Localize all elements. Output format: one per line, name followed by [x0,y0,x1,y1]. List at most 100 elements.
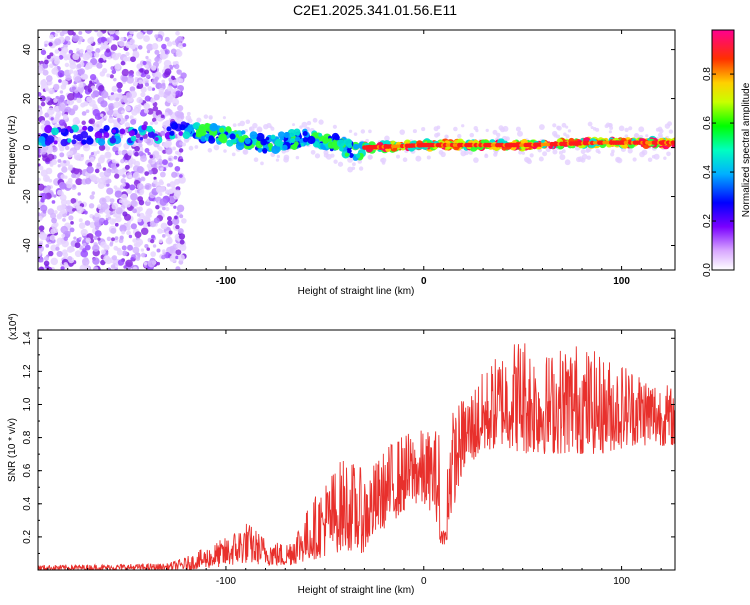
spectrogram-noise-point [38,66,43,75]
spectrogram-noise-point [51,159,58,166]
spectrogram-noise-point [49,235,56,241]
spectrogram-haze-point [249,126,255,132]
spectrogram-haze-point [651,154,656,159]
spectrogram-panel: -100 0 100 -40 -20 0 20 40 Height of straight l… [7,29,676,297]
spectrogram-noise-point [78,30,83,35]
spectrogram-haze-point [209,116,213,120]
spectrogram-noise-point [128,234,133,239]
spectrogram-noise-point [162,206,166,211]
spectrogram-noise-point [137,196,144,202]
spectrogram-noise-point [71,34,80,42]
spectrogram-signal-point [283,131,290,139]
spectrogram-noise-point [162,82,166,87]
spectrogram-noise-point [171,79,179,86]
spectrogram-noise-point [72,53,80,61]
spectrogram-noise-point [142,215,151,223]
spectrogram-haze-point [647,157,653,162]
spectrogram-noise-point [38,214,43,222]
spectrogram-noise-point [167,216,172,222]
spectrogram-noise-point [172,217,180,225]
spectrogram-noise-point [60,174,66,180]
spectrogram-noise-point [38,212,41,217]
spectrogram-noise-point [108,30,116,35]
spectrogram-noise-point [169,245,175,252]
spectrogram-noise-point [110,264,116,269]
spectrogram-noise-point [140,155,147,162]
spectrogram-signal-point [219,133,227,141]
spectrogram-noise-point [111,53,120,61]
spectrogram-haze-point [357,159,363,164]
spectrogram-haze-point [496,132,501,138]
spectrogram-noise-point [125,41,132,49]
spectrogram-noise-point [175,224,180,230]
spectrogram-haze-point [628,126,633,131]
spectrogram-noise-point [140,227,149,235]
spectrogram-noise-point [116,82,123,89]
spectrogram-noise-point [102,167,107,171]
spectrogram-haze-point [610,152,615,157]
spectrogram-haze-point [239,120,246,127]
spectrogram-noise-point [167,220,173,226]
spectrogram-noise-point [161,43,167,50]
spectrogram-noise-point [150,121,154,126]
snr-ytick-label: 0.4 [22,496,33,510]
spectrogram-noise-point [55,113,61,119]
spectrogram-haze-point [368,154,373,160]
spectrogram-haze-point [493,152,498,157]
spectrogram-frame [37,29,676,271]
spectrogram-haze-point [587,121,593,127]
spectrogram-noise-point [159,52,168,60]
spectrogram-noise-point [122,174,126,178]
spectrogram-noise-point [174,178,181,185]
spectrogram-noise-point [103,115,108,119]
spectrogram-noise-point [136,166,144,174]
snr-ytick-label: 0.2 [22,530,33,544]
spectrogram-noise-point [65,205,73,213]
spectrogram-noise-point [64,62,70,68]
spectrogram-haze-point [337,161,344,167]
spectrogram-noise-point [125,92,132,99]
spectrogram-haze-point [257,127,263,133]
spectrogram-haze-point [633,133,640,139]
spectrogram-noise-point [50,212,57,219]
spectrogram-noise-point [161,50,166,55]
spectrogram-signal-point [322,137,329,144]
spectrogram-noise-point [158,158,163,163]
spectrogram-noise-point [52,118,58,124]
spectrogram-marks [38,30,675,270]
spectrogram-noise-point [85,64,90,69]
spectrogram-noise-point [148,159,153,164]
spectrogram-noise-point [100,100,108,108]
spectrogram-noise-point [38,177,41,182]
spectrogram-noise-point [155,204,160,210]
spectrogram-noise-point [151,117,157,123]
spectrogram-haze-point [358,166,364,171]
spectrogram-signal-point [318,132,323,137]
spectrogram-haze-point [301,121,308,128]
spectrogram-signal-point [81,139,87,145]
spectrogram-noise-point [177,42,185,49]
spectrogram-signal-point [147,131,155,138]
spectrogram-noise-point [164,36,170,42]
spectrogram-noise-point [157,146,163,152]
spectrogram-noise-point [153,176,157,180]
spectrogram-noise-point [144,64,149,69]
spectrogram-noise-point [116,249,123,256]
spectrogram-noise-point [158,87,165,94]
spectrogram-noise-point [120,178,126,184]
spectrogram-noise-point [117,88,122,93]
spectrogram-signal-point [99,128,104,133]
spectrogram-noise-point [38,108,43,115]
spectrogram-noise-point [77,41,82,45]
spectrogram-haze-point [412,129,417,134]
spectrogram-haze-point [567,129,572,133]
spectrogram-noise-point [177,254,185,262]
spectrogram-noise-point [146,30,153,35]
spectrogram-noise-point [66,246,74,253]
spectrogram-noise-point [84,220,91,226]
spectrogram-noise-point [116,41,121,45]
spectrogram-haze-point [645,134,649,138]
spectrogram-signal-point [219,128,224,133]
spectrogram-noise-point [98,57,104,64]
spectrogram-noise-point [89,213,94,219]
